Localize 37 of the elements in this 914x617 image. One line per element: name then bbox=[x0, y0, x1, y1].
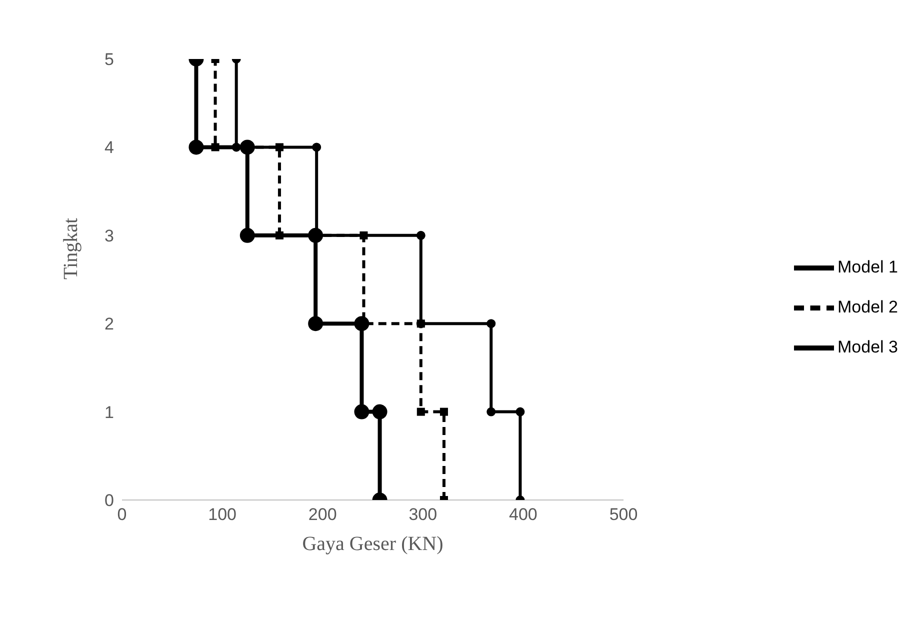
point bbox=[354, 316, 370, 332]
point bbox=[240, 140, 255, 155]
point bbox=[516, 407, 525, 416]
point bbox=[308, 228, 324, 243]
point bbox=[240, 228, 255, 243]
y-tick-label: 5 bbox=[104, 50, 114, 70]
point bbox=[486, 407, 496, 416]
legend-label: Model 1 bbox=[838, 257, 898, 276]
x-axis-title: Gaya Geser (KN) bbox=[302, 533, 444, 555]
point bbox=[440, 408, 448, 416]
y-tick-label: 3 bbox=[104, 226, 114, 246]
point bbox=[360, 231, 368, 240]
x-tick-label: 500 bbox=[609, 505, 638, 524]
legend-label: Model 3 bbox=[838, 337, 898, 356]
point bbox=[275, 231, 284, 240]
y-tick-label: 0 bbox=[104, 491, 114, 510]
point bbox=[275, 143, 284, 152]
x-tick-label: 300 bbox=[408, 505, 438, 524]
point bbox=[486, 319, 496, 328]
y-tick-label: 1 bbox=[104, 402, 114, 422]
point bbox=[232, 142, 241, 152]
point bbox=[308, 316, 324, 332]
point bbox=[416, 230, 426, 240]
x-tick-label: 0 bbox=[117, 505, 127, 524]
x-tick-label: 200 bbox=[308, 505, 337, 524]
point bbox=[372, 404, 388, 420]
y-tick-label: 2 bbox=[104, 314, 114, 334]
legend-label: Model 2 bbox=[838, 297, 898, 316]
y-axis-title: Tingkat bbox=[60, 218, 82, 280]
y-tick-label: 4 bbox=[104, 138, 114, 158]
x-tick-label: 100 bbox=[208, 505, 236, 524]
point bbox=[211, 143, 220, 152]
point bbox=[312, 142, 322, 152]
point bbox=[416, 408, 425, 416]
point bbox=[354, 404, 370, 420]
point bbox=[188, 140, 204, 155]
x-tick-label: 400 bbox=[509, 505, 538, 524]
